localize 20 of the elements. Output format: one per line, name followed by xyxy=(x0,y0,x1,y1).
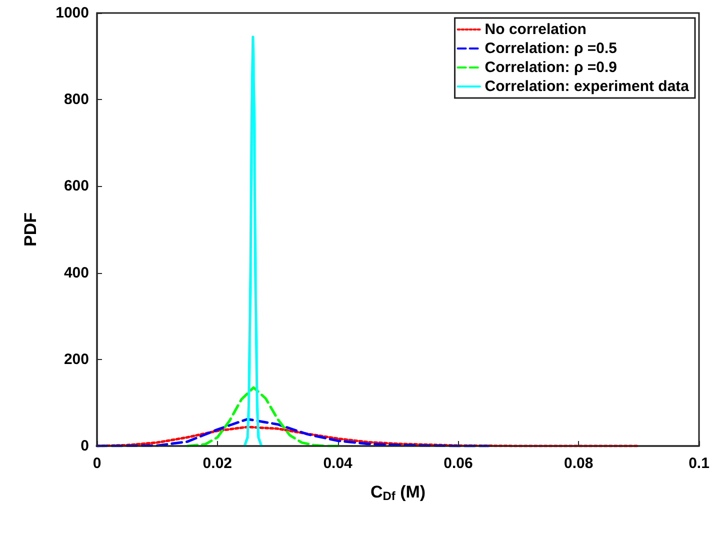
legend-label: Correlation: ρ =0.9 xyxy=(484,59,618,76)
x-tick-label: 0.08 xyxy=(564,455,594,472)
y-tick-label: 0 xyxy=(80,438,89,454)
y-tick-label: 600 xyxy=(64,178,89,195)
y-tick-label: 1000 xyxy=(56,4,89,22)
x-tick-label: 0.02 xyxy=(202,455,232,472)
x-tick-label: 0.06 xyxy=(444,455,473,472)
line-series xyxy=(186,386,340,448)
legend-label: Correlation: experiment data xyxy=(484,78,690,95)
line-series xyxy=(96,418,490,448)
y-axis-title: PDF xyxy=(21,212,40,246)
x-tick-label: 0.04 xyxy=(323,455,354,472)
y-tick-label: 200 xyxy=(64,350,89,368)
legend-label: No correlation xyxy=(484,21,586,38)
line-series xyxy=(243,36,263,448)
x-tick-label: 0 xyxy=(92,455,102,472)
x-tick-label: 0.1 xyxy=(688,455,710,472)
y-tick-label: 400 xyxy=(64,264,89,282)
legend-label: Correlation: ρ =0.5 xyxy=(484,40,618,57)
y-tick-label: 800 xyxy=(64,91,89,108)
